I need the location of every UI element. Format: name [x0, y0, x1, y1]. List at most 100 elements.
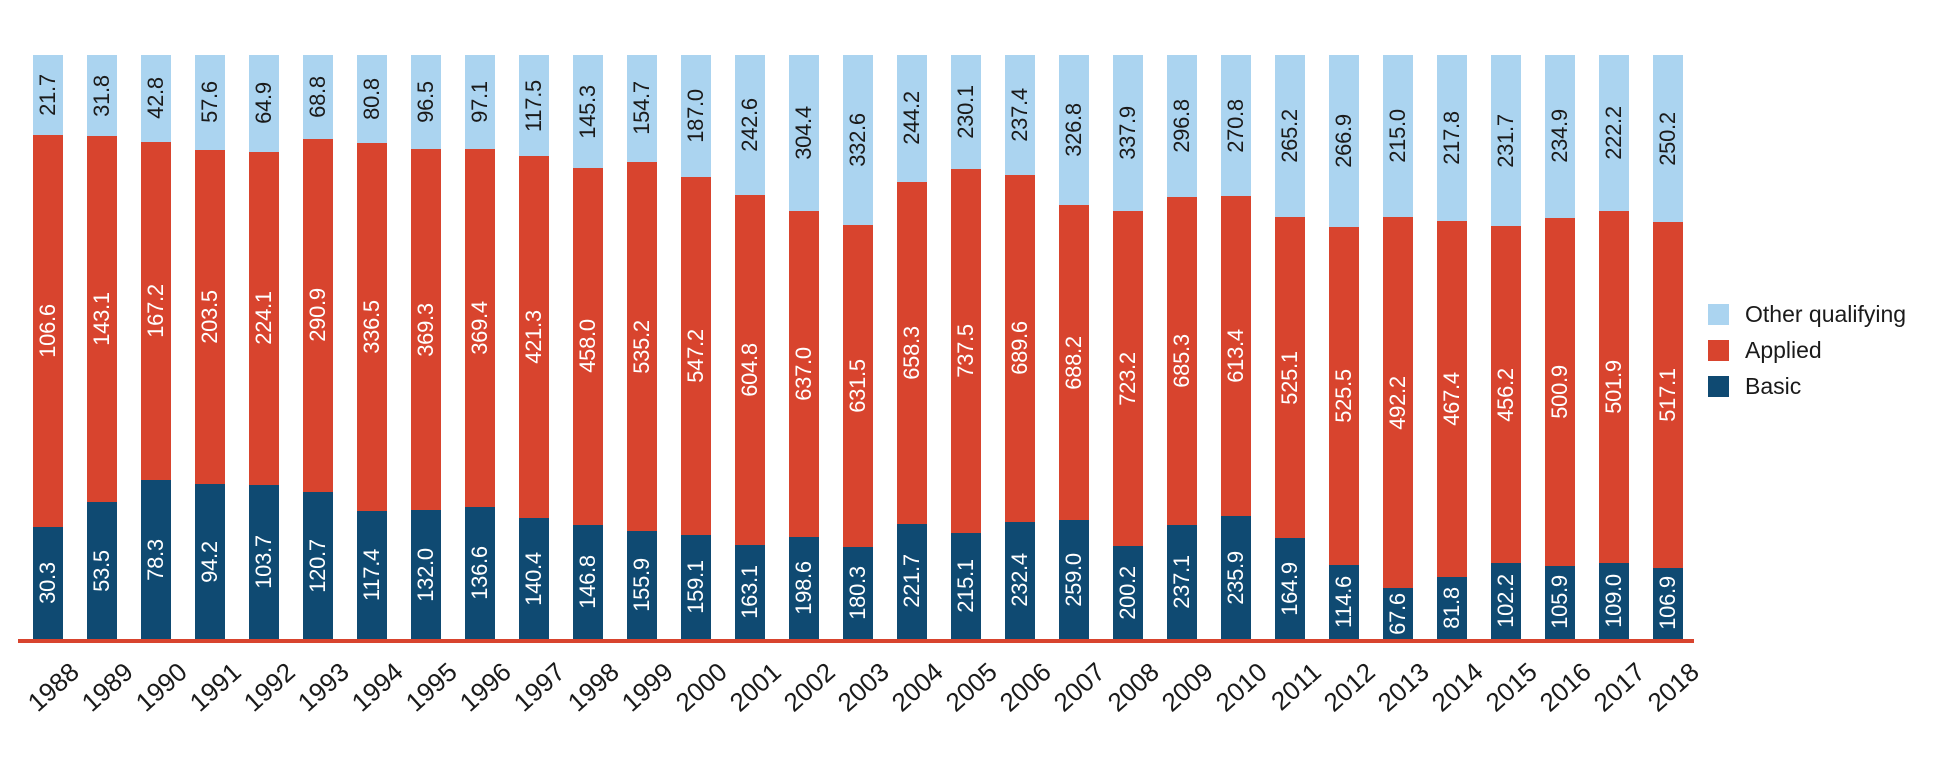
bar-value-label: 631.5: [845, 359, 870, 413]
chart-legend: Other qualifying Applied Basic: [1708, 303, 1906, 411]
bar-value-label: 21.7: [35, 74, 60, 116]
bar-segment-other-qualifying-1988: [33, 55, 63, 135]
bar-segment-other-qualifying-2016: [1545, 55, 1575, 218]
bar-value-label: 250.2: [1655, 111, 1680, 166]
bar-value-label: 525.1: [1277, 350, 1302, 405]
bar-value-label: 97.1: [467, 81, 492, 123]
bar-value-label: 57.6: [197, 81, 222, 124]
legend-swatch-other-qualifying: [1708, 304, 1729, 325]
bar-value-label: 456.2: [1493, 368, 1518, 422]
bar-value-label: 234.9: [1547, 109, 1572, 164]
bar-segment-other-qualifying-1994: [357, 55, 387, 144]
bar-segment-applied-1992: [249, 151, 279, 485]
bar-value-label: 290.9: [305, 288, 330, 343]
bar-segment-applied-2006: [1005, 174, 1035, 522]
bar-segment-applied-1997: [519, 156, 549, 519]
bar-segment-basic-2013: [1383, 588, 1413, 639]
bar-value-label: 78.3: [143, 538, 168, 581]
bar-segment-other-qualifying-2015: [1491, 55, 1521, 227]
bar-segment-applied-1988: [33, 134, 63, 528]
bar-value-label: 689.6: [1007, 321, 1032, 376]
legend-label-basic: Basic: [1745, 373, 1802, 399]
bar-value-label: 230.1: [953, 85, 978, 139]
bar-value-label: 336.5: [359, 300, 384, 354]
bar-value-label: 224.1: [251, 291, 276, 345]
bar-value-label: 106.9: [1655, 576, 1680, 631]
bar-value-label: 96.5: [413, 81, 438, 123]
bar-segment-other-qualifying-1997: [519, 55, 549, 157]
bar-segment-applied-2018: [1653, 222, 1683, 568]
bar-segment-applied-2004: [897, 181, 927, 524]
bar-segment-other-qualifying-2011: [1275, 55, 1305, 218]
bar-value-label: 117.5: [521, 79, 546, 132]
bar-value-label: 146.8: [575, 555, 600, 609]
bar-segment-other-qualifying-1999: [627, 55, 657, 162]
bar-segment-other-qualifying-1991: [195, 55, 225, 150]
bar-value-label: 235.9: [1223, 550, 1248, 605]
bar-segment-basic-2008: [1113, 546, 1143, 639]
bar-value-label: 266.9: [1331, 114, 1356, 168]
bar-value-label: 337.9: [1115, 106, 1140, 160]
bar-segment-basic-2014: [1437, 576, 1467, 639]
bar-value-label: 31.8: [89, 74, 114, 117]
bar-segment-other-qualifying-2002: [789, 55, 819, 211]
bar-value-label: 242.6: [737, 98, 762, 152]
bar-segment-basic-2018: [1653, 567, 1683, 639]
bar-segment-basic-2015: [1491, 563, 1521, 639]
bar-value-label: 143.1: [89, 292, 114, 347]
bar-segment-other-qualifying-2000: [681, 55, 711, 178]
bar-value-label: 117.4: [359, 548, 384, 601]
bar-value-label: 237.1: [1169, 555, 1194, 609]
bar-value-label: 737.5: [953, 323, 978, 378]
bar-value-label: 167.2: [143, 284, 168, 338]
bar-value-label: 145.3: [575, 84, 600, 139]
bar-value-label: 332.6: [845, 113, 870, 167]
bar-segment-applied-2002: [789, 210, 819, 538]
bar-value-label: 200.2: [1115, 565, 1140, 620]
bar-value-label: 42.8: [143, 77, 168, 120]
bar-value-label: 155.9: [629, 558, 654, 612]
bar-value-label: 492.2: [1385, 375, 1410, 430]
bar-segment-applied-2015: [1491, 226, 1521, 564]
bar-value-label: 265.2: [1277, 109, 1302, 163]
bar-value-label: 270.8: [1223, 98, 1248, 153]
bar-value-label: 140.4: [521, 551, 546, 606]
bar-segment-basic-2006: [1005, 521, 1035, 639]
bar-value-label: 80.8: [359, 78, 384, 120]
bar-segment-basic-2003: [843, 546, 873, 639]
bar-segment-applied-2017: [1599, 210, 1629, 563]
bar-value-label: 67.6: [1385, 592, 1410, 635]
bar-segment-basic-2007: [1059, 520, 1089, 639]
bar-segment-basic-2002: [789, 537, 819, 639]
bar-value-label: 114.6: [1331, 576, 1356, 629]
bar-value-label: 232.4: [1007, 553, 1032, 608]
bar-value-label: 68.8: [305, 76, 330, 118]
bar-value-label: 187.0: [683, 89, 708, 143]
bar-segment-basic-1989: [87, 502, 117, 639]
bar-value-label: 136.6: [467, 546, 492, 600]
bar-segment-other-qualifying-1992: [249, 55, 279, 152]
bar-value-label: 237.4: [1007, 88, 1032, 142]
bar-segment-applied-2005: [951, 168, 981, 533]
bar-segment-applied-2013: [1383, 217, 1413, 589]
bar-segment-applied-2007: [1059, 204, 1089, 521]
bar-segment-basic-1998: [573, 524, 603, 639]
bar-segment-applied-2016: [1545, 217, 1575, 566]
bar-segment-basic-2001: [735, 544, 765, 639]
bar-value-label: 109.0: [1601, 574, 1626, 628]
bar-value-label: 244.2: [899, 91, 924, 146]
bar-segment-applied-2003: [843, 224, 873, 547]
bar-segment-basic-1992: [249, 484, 279, 639]
x-axis-line: [18, 639, 1694, 643]
bar-segment-basic-2009: [1167, 525, 1197, 639]
bar-segment-applied-1995: [411, 149, 441, 511]
bar-value-label: 369.3: [413, 302, 438, 357]
legend-label-other-qualifying: Other qualifying: [1745, 301, 1907, 327]
bar-segment-other-qualifying-2006: [1005, 55, 1035, 175]
bar-segment-applied-2001: [735, 195, 765, 545]
bar-value-label: 525.5: [1331, 369, 1356, 423]
bar-segment-other-qualifying-2004: [897, 55, 927, 182]
bar-value-label: 102.2: [1493, 574, 1518, 628]
bar-segment-other-qualifying-1996: [465, 55, 495, 150]
bar-value-label: 103.7: [251, 535, 276, 589]
